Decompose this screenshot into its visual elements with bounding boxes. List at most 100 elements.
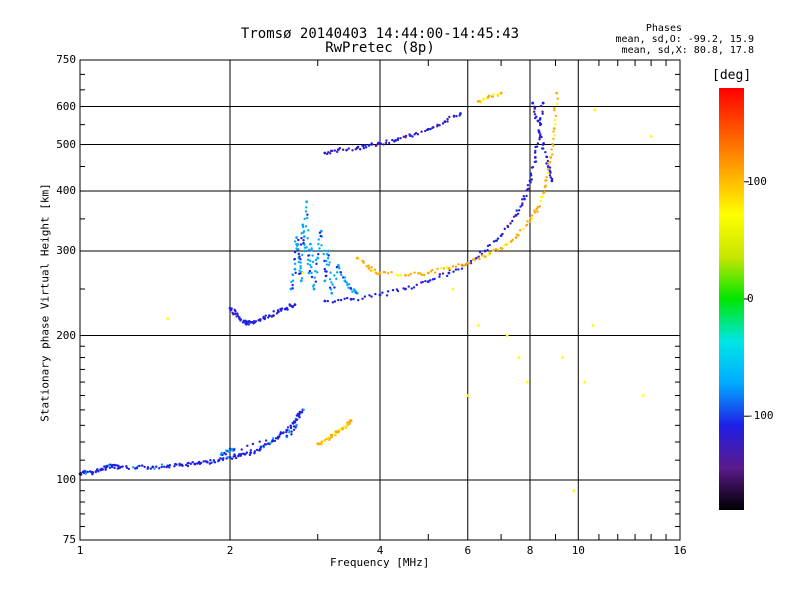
colorbar bbox=[719, 88, 744, 510]
data-point bbox=[425, 128, 429, 132]
data-point bbox=[495, 239, 498, 242]
data-point bbox=[370, 295, 373, 298]
data-point bbox=[526, 188, 529, 191]
data-point bbox=[545, 175, 548, 179]
data-point bbox=[375, 272, 378, 275]
data-point bbox=[346, 421, 349, 424]
data-point bbox=[457, 268, 460, 271]
data-point bbox=[189, 462, 193, 466]
data-point bbox=[330, 281, 333, 284]
data-point bbox=[229, 309, 233, 312]
data-point bbox=[328, 437, 331, 440]
data-point bbox=[276, 309, 280, 312]
data-point bbox=[300, 253, 304, 256]
data-point bbox=[374, 292, 377, 296]
data-point bbox=[347, 283, 351, 286]
data-point bbox=[331, 433, 334, 437]
data-point bbox=[386, 271, 390, 275]
data-point bbox=[138, 464, 141, 468]
y-tick-label: 500 bbox=[56, 137, 77, 151]
data-point bbox=[593, 108, 597, 112]
data-point bbox=[327, 254, 330, 257]
data-point bbox=[409, 272, 412, 276]
data-point bbox=[276, 437, 280, 440]
data-point bbox=[550, 177, 554, 181]
data-point bbox=[315, 262, 318, 266]
data-point bbox=[551, 153, 554, 156]
data-point bbox=[460, 267, 464, 270]
colorbar-tick-label: 100 bbox=[747, 174, 767, 188]
data-point bbox=[310, 249, 313, 252]
data-point bbox=[279, 309, 283, 312]
data-point bbox=[160, 463, 164, 466]
data-point bbox=[538, 123, 542, 127]
data-point bbox=[319, 234, 322, 238]
data-point bbox=[496, 237, 500, 240]
data-point bbox=[483, 249, 487, 253]
data-point bbox=[552, 127, 556, 130]
data-point bbox=[217, 460, 220, 463]
data-point bbox=[525, 194, 528, 198]
data-point bbox=[489, 252, 492, 255]
data-point bbox=[296, 243, 300, 246]
data-point bbox=[345, 425, 349, 429]
data-point bbox=[310, 265, 313, 269]
data-point bbox=[341, 148, 345, 151]
data-point bbox=[370, 265, 373, 269]
data-point bbox=[530, 174, 533, 177]
y-axis-label: Stationary phase Virtual Height [km] bbox=[38, 183, 52, 422]
data-point bbox=[307, 258, 310, 261]
data-point bbox=[310, 271, 313, 275]
data-point bbox=[287, 429, 291, 432]
data-point bbox=[273, 439, 277, 443]
data-point bbox=[252, 320, 256, 323]
data-point bbox=[347, 147, 351, 150]
data-point bbox=[82, 471, 86, 475]
data-point bbox=[501, 232, 504, 236]
data-point bbox=[548, 174, 552, 177]
data-point bbox=[641, 394, 645, 397]
data-point bbox=[531, 165, 535, 169]
data-point bbox=[433, 277, 436, 281]
data-point bbox=[288, 431, 291, 434]
data-point bbox=[331, 283, 334, 286]
data-point bbox=[367, 266, 371, 270]
data-point bbox=[234, 456, 238, 460]
data-point bbox=[549, 170, 552, 174]
data-point bbox=[378, 293, 382, 297]
data-point bbox=[202, 460, 205, 463]
colorbar-label: [deg] bbox=[712, 68, 752, 83]
data-point bbox=[458, 114, 461, 117]
data-point bbox=[362, 261, 365, 265]
data-point bbox=[512, 215, 516, 218]
data-point bbox=[300, 411, 304, 414]
data-point bbox=[419, 272, 422, 275]
data-point bbox=[285, 428, 289, 432]
data-point bbox=[244, 453, 247, 456]
data-point bbox=[396, 289, 400, 293]
data-point bbox=[363, 295, 367, 298]
x-tick-label: 4 bbox=[376, 544, 384, 557]
data-point bbox=[550, 179, 554, 183]
data-point bbox=[351, 149, 354, 152]
data-point bbox=[443, 120, 447, 124]
data-point bbox=[96, 468, 99, 471]
data-point bbox=[219, 457, 222, 460]
data-point bbox=[511, 219, 514, 223]
data-point bbox=[530, 214, 534, 217]
data-point bbox=[340, 273, 343, 277]
data-point bbox=[414, 131, 418, 135]
phase-x-stats: mean, sd,X: 80.8, 17.8 bbox=[621, 45, 754, 56]
data-point bbox=[317, 442, 321, 445]
data-point bbox=[292, 305, 295, 308]
data-point bbox=[506, 224, 509, 228]
data-point bbox=[143, 465, 146, 469]
data-point bbox=[327, 263, 331, 267]
data-point bbox=[294, 271, 297, 275]
data-point bbox=[116, 467, 119, 470]
data-point bbox=[325, 263, 329, 266]
data-point bbox=[469, 259, 473, 263]
data-point bbox=[322, 252, 325, 256]
data-point bbox=[364, 146, 368, 149]
data-point bbox=[79, 473, 83, 476]
